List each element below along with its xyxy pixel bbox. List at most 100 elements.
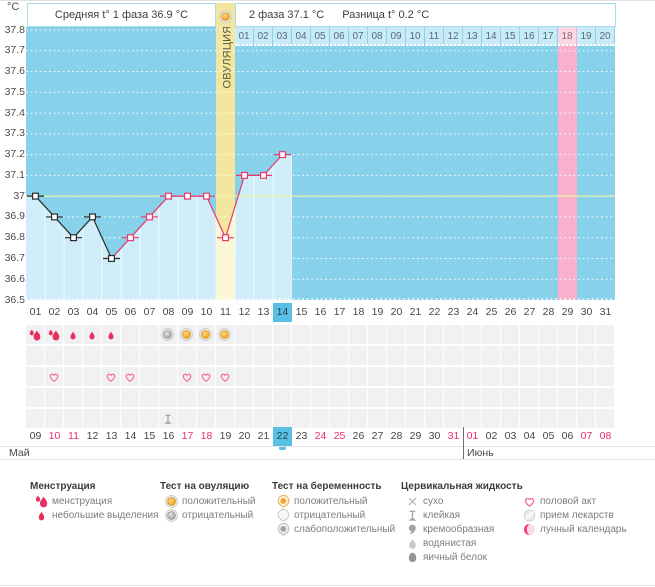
symbol-cell[interactable] [64, 346, 82, 365]
symbol-cell[interactable] [254, 409, 272, 428]
symbol-cell[interactable] [330, 388, 348, 407]
symbol-cell[interactable] [45, 346, 63, 365]
symbol-cell[interactable] [102, 325, 120, 344]
temperature-chart[interactable]: ОВУЛЯЦИЯ [26, 27, 615, 300]
cycle-day-label[interactable]: 16 [314, 306, 327, 318]
symbol-cell[interactable] [482, 325, 500, 344]
cycle-day-label[interactable]: 07 [143, 306, 156, 318]
calendar-date-label[interactable]: 07 [580, 430, 593, 442]
symbol-cell[interactable] [425, 367, 443, 386]
calendar-date-label[interactable]: 12 [86, 430, 99, 442]
symbol-cell[interactable] [482, 367, 500, 386]
symbol-cell[interactable] [558, 346, 576, 365]
cycle-day-label[interactable]: 02 [48, 306, 61, 318]
temperature-point-marker[interactable] [222, 234, 230, 242]
calendar-date-label[interactable]: 28 [390, 430, 403, 442]
symbol-cell[interactable] [102, 346, 120, 365]
calendar-date-label[interactable]: 16 [162, 430, 175, 442]
cycle-day-label[interactable]: 21 [409, 306, 422, 318]
symbol-cell[interactable] [102, 367, 120, 386]
temperature-point-marker[interactable] [88, 213, 96, 221]
symbol-cell[interactable] [482, 388, 500, 407]
symbol-cell[interactable] [539, 388, 557, 407]
cycle-day-label[interactable]: 03 [67, 306, 80, 318]
symbol-cell[interactable] [425, 388, 443, 407]
symbol-cell[interactable] [501, 367, 519, 386]
cycle-day-label[interactable]: 28 [542, 306, 555, 318]
symbol-cell[interactable] [159, 388, 177, 407]
symbol-cell[interactable] [520, 409, 538, 428]
calendar-date-label[interactable]: 31 [447, 430, 460, 442]
calendar-date-label[interactable]: 30 [428, 430, 441, 442]
symbol-cell[interactable] [26, 388, 44, 407]
calendar-date-label[interactable]: 25 [333, 430, 346, 442]
symbol-cell[interactable] [311, 346, 329, 365]
symbol-cell[interactable] [596, 346, 614, 365]
symbol-cell[interactable] [425, 346, 443, 365]
symbol-cell[interactable] [406, 325, 424, 344]
symbol-cell[interactable] [273, 388, 291, 407]
symbol-cell[interactable] [406, 388, 424, 407]
symbol-cell[interactable] [121, 325, 139, 344]
calendar-date-label[interactable]: 08 [599, 430, 612, 442]
cycle-day-label[interactable]: 22 [428, 306, 441, 318]
symbol-cell[interactable] [463, 409, 481, 428]
symbol-cell[interactable] [26, 409, 44, 428]
cycle-day-label[interactable]: 12 [238, 306, 251, 318]
calendar-date-label[interactable]: 19 [219, 430, 232, 442]
temperature-point-marker[interactable] [203, 192, 211, 200]
symbol-cell[interactable] [558, 388, 576, 407]
symbol-cell[interactable] [577, 346, 595, 365]
temperature-point-marker[interactable] [31, 192, 39, 200]
calendar-date-label[interactable]: 11 [68, 430, 79, 442]
symbol-cell[interactable] [197, 388, 215, 407]
symbol-cell[interactable] [349, 388, 367, 407]
symbol-cell[interactable] [102, 409, 120, 428]
symbol-cell[interactable] [159, 325, 177, 344]
symbol-cell[interactable] [368, 346, 386, 365]
cycle-day-label[interactable]: 30 [580, 306, 593, 318]
symbol-cell[interactable] [140, 346, 158, 365]
cycle-day-label[interactable]: 11 [220, 306, 231, 318]
symbol-cell[interactable] [45, 325, 63, 344]
symbol-cell[interactable] [387, 409, 405, 428]
cycle-day-label[interactable]: 27 [523, 306, 536, 318]
temperature-point-marker[interactable] [260, 171, 268, 179]
symbol-cell[interactable] [216, 409, 234, 428]
symbol-cell[interactable] [216, 325, 234, 344]
symbol-cell[interactable] [330, 367, 348, 386]
symbol-cell[interactable] [444, 388, 462, 407]
cycle-day-label[interactable]: 08 [162, 306, 175, 318]
symbol-cell[interactable] [273, 409, 291, 428]
symbol-cell[interactable] [292, 325, 310, 344]
symbol-cell[interactable] [235, 346, 253, 365]
symbol-cell[interactable] [102, 388, 120, 407]
symbol-cell[interactable] [539, 325, 557, 344]
symbol-cell[interactable] [235, 367, 253, 386]
symbol-cell[interactable] [83, 367, 101, 386]
symbol-cell[interactable] [520, 367, 538, 386]
symbol-cell[interactable] [45, 409, 63, 428]
calendar-date-label[interactable]: 21 [257, 430, 270, 442]
symbol-cell[interactable] [349, 367, 367, 386]
symbol-cell[interactable] [64, 409, 82, 428]
symbol-cell[interactable] [387, 367, 405, 386]
symbol-cell[interactable] [539, 409, 557, 428]
symbol-cell[interactable] [596, 409, 614, 428]
symbol-cell[interactable] [463, 325, 481, 344]
symbol-cell[interactable] [64, 367, 82, 386]
calendar-date-label[interactable]: 26 [352, 430, 365, 442]
symbol-cell[interactable] [425, 409, 443, 428]
symbol-cell[interactable] [406, 367, 424, 386]
symbol-cell[interactable] [83, 325, 101, 344]
symbol-cell[interactable] [178, 388, 196, 407]
symbol-cell[interactable] [501, 325, 519, 344]
calendar-date-label[interactable]: 20 [238, 430, 251, 442]
symbol-cell[interactable] [121, 388, 139, 407]
symbol-cell[interactable] [577, 325, 595, 344]
symbol-cell[interactable] [596, 367, 614, 386]
symbol-cell[interactable] [425, 325, 443, 344]
symbol-cell[interactable] [140, 409, 158, 428]
symbol-cell[interactable] [273, 325, 291, 344]
symbol-cell[interactable] [387, 325, 405, 344]
